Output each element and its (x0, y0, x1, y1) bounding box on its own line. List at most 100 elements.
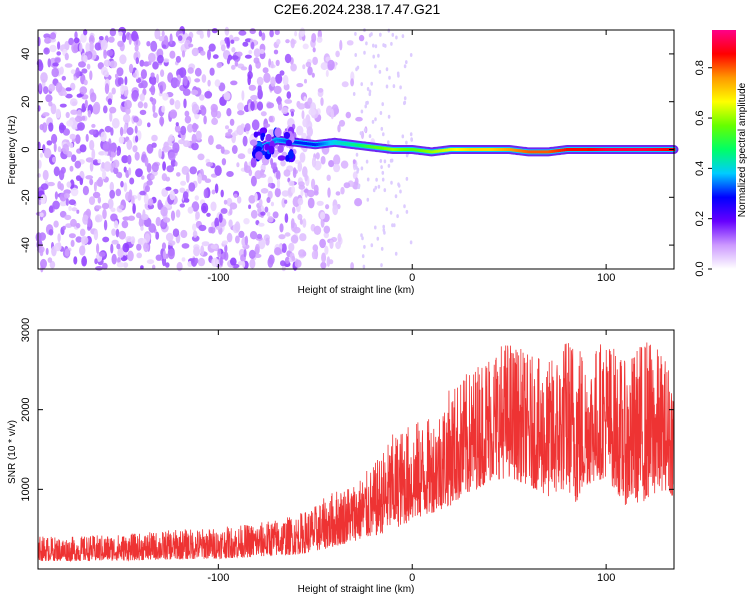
spectrogram-cell (380, 126, 384, 131)
spectrogram-cell (176, 79, 180, 87)
spectrogram-cell (394, 251, 398, 256)
spectrogram-cell (281, 107, 289, 114)
spectrogram-cell (320, 155, 326, 165)
spectrogram-cell (180, 125, 187, 136)
spectrogram-cell (169, 109, 178, 119)
spectrogram-cell (160, 69, 165, 77)
y-tick-label: 2000 (20, 397, 32, 421)
ridge-cell (504, 148, 507, 151)
spectrogram-cell (96, 243, 100, 254)
spectrogram-cell (107, 98, 113, 106)
spectrogram-cell (132, 72, 137, 78)
spectrogram-cell (200, 106, 207, 116)
spectrogram-cell (223, 199, 228, 205)
spectrogram-cell (73, 256, 78, 265)
ridge-cell (318, 142, 321, 146)
spectrogram-cell (301, 132, 307, 141)
ridge-cell (601, 148, 604, 151)
spectrogram-cell (274, 247, 282, 256)
ridge-cell (579, 148, 583, 151)
ridge-cell (319, 142, 323, 146)
ridge-cell (513, 148, 517, 152)
ridge-cell (285, 139, 293, 147)
ridge-cell (249, 139, 258, 146)
spectrogram-cell (379, 159, 383, 163)
spectrogram-marks (35, 26, 414, 273)
spectrogram-cell (88, 54, 92, 59)
spectrogram-cell (157, 199, 163, 210)
ridge-cell (298, 141, 302, 145)
spectrogram-cell (251, 119, 260, 131)
spectrogram-cell (299, 218, 303, 225)
spectrogram-cell (46, 140, 53, 146)
ridge-cell (603, 148, 606, 151)
ridge-cell (465, 148, 468, 151)
ridge-cell (482, 148, 486, 151)
ridge-cell (511, 148, 515, 152)
y-tick-label: 40 (20, 48, 32, 60)
spectrogram-cell (64, 63, 73, 68)
spectrogram-cell (259, 169, 265, 176)
spectrogram-cell (288, 242, 295, 252)
spectrogram-cell (47, 58, 51, 68)
spectrogram-cell (372, 43, 375, 48)
spectrogram-cell (337, 233, 342, 243)
x-tick-label: 100 (597, 572, 615, 584)
spectrogram-cell (116, 150, 120, 157)
spectrogram-cell (119, 54, 127, 65)
spectrogram-cell (116, 67, 124, 77)
spectrogram-cell (101, 66, 108, 76)
spectrogram-cell (312, 56, 318, 66)
spectrogram-cell (368, 134, 372, 139)
spectrogram-cell (266, 102, 275, 109)
spectrogram-cell (175, 209, 181, 218)
ridge-cell (457, 148, 461, 151)
spectrogram-cell (281, 243, 287, 254)
spectrogram-cell (210, 244, 218, 250)
spectrogram-cell (247, 148, 253, 155)
spectrogram-cell (380, 263, 383, 268)
spectrogram-cell (59, 200, 67, 207)
spectrogram-cell (91, 148, 96, 160)
spectrogram-cell (306, 189, 315, 198)
spectrogram-cell (93, 181, 97, 192)
spectrogram-cell (128, 33, 132, 45)
spectrogram-cell (192, 223, 197, 231)
spectrogram-cell (169, 33, 173, 45)
ridge-cell (649, 148, 653, 151)
spectrogram-cell (224, 26, 230, 36)
spectrogram-cell (270, 201, 274, 207)
spectrogram-cell (124, 99, 132, 110)
spectrogram-cell (281, 190, 290, 197)
spectrogram-cell (233, 193, 238, 199)
spectrogram-cell (181, 50, 186, 58)
spectrogram-cell (256, 101, 264, 111)
spectrogram-cell (148, 223, 156, 233)
spectrogram-cell (111, 87, 116, 95)
spectrogram-cell (234, 61, 238, 67)
spectrogram-cell (127, 215, 135, 221)
snr-x-ticks: -100 0 100 (207, 330, 615, 584)
spectrogram-cell (125, 236, 134, 242)
spectrogram-cell (226, 171, 234, 177)
spectrogram-cell (132, 203, 136, 214)
ridge-cell (294, 140, 298, 144)
spectrogram-cell (263, 123, 271, 128)
spectrogram-cell (243, 248, 247, 258)
ridge-cell (548, 150, 552, 154)
ridge-cell (661, 148, 664, 151)
spectrogram-cell (275, 59, 280, 67)
ridge-cell (552, 149, 556, 153)
spectrogram-cell (170, 77, 179, 89)
spectrogram-cell (79, 245, 86, 256)
spectrogram-cell (284, 213, 289, 224)
spectrogram-cell (254, 253, 262, 258)
ridge-cell (471, 148, 474, 151)
ridge-cell (349, 142, 352, 146)
ridge-cell (366, 144, 369, 148)
spectrogram-cell (135, 135, 139, 143)
spectrogram-cell (147, 122, 151, 128)
spectrogram-cell (285, 39, 290, 44)
ridge-cell (300, 141, 304, 145)
spectrogram-cell (73, 37, 80, 44)
